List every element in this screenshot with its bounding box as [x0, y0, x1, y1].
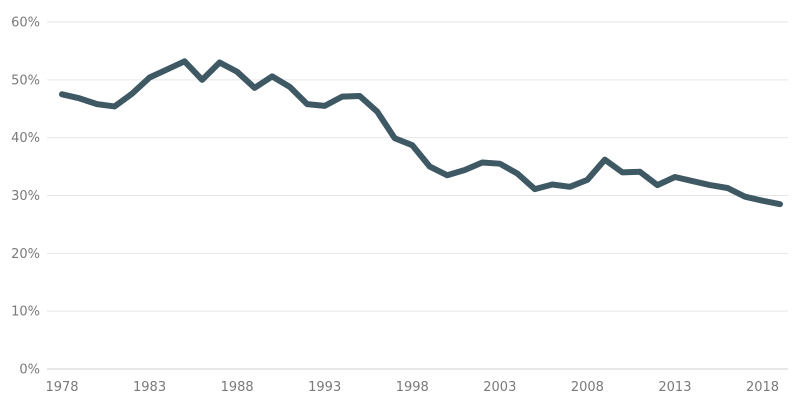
data-point	[777, 201, 783, 207]
data-point	[689, 178, 695, 184]
data-point	[619, 169, 625, 175]
data-point	[147, 75, 153, 81]
data-point	[357, 93, 363, 99]
y-tick-label: 50%	[11, 73, 40, 88]
data-point	[742, 194, 748, 200]
data-point	[252, 85, 258, 91]
x-tick-label: 1978	[45, 380, 78, 395]
y-tick-label: 10%	[11, 305, 40, 320]
data-point	[304, 101, 310, 107]
data-point	[112, 103, 118, 109]
data-point	[602, 157, 608, 163]
data-point	[59, 91, 65, 97]
x-tick-label: 1983	[133, 380, 166, 395]
data-point	[759, 198, 765, 204]
y-tick-label: 60%	[11, 16, 40, 31]
data-point	[77, 95, 83, 101]
y-tick-label: 30%	[11, 189, 40, 204]
data-point	[182, 58, 188, 64]
data-point	[724, 185, 730, 191]
data-point	[672, 174, 678, 180]
data-point	[637, 169, 643, 175]
x-tick-label: 1993	[308, 380, 341, 395]
data-point	[654, 182, 660, 188]
data-point	[129, 91, 135, 97]
data-point	[514, 171, 520, 177]
data-point	[427, 164, 433, 170]
data-point	[217, 59, 223, 65]
x-axis-tick-labels: 1978 1983 1988 1993 1998 2003 2008 2013 2018	[45, 380, 779, 395]
data-point	[479, 160, 485, 166]
data-point	[707, 182, 713, 188]
data-point	[287, 84, 293, 90]
y-axis-tick-labels: 0% 10% 20% 30% 40% 50% 60%	[11, 16, 40, 378]
data-point	[374, 109, 380, 115]
grid-lines	[47, 21, 788, 370]
data-point	[94, 101, 100, 107]
x-tick-label: 2013	[658, 380, 691, 395]
x-tick-label: 1998	[396, 380, 429, 395]
x-tick-label: 2003	[483, 380, 516, 395]
data-point	[549, 182, 555, 188]
data-point	[392, 135, 398, 141]
x-tick-label: 2008	[571, 380, 604, 395]
series-line-0	[59, 58, 783, 208]
data-point	[532, 186, 538, 192]
data-point	[322, 103, 328, 109]
x-tick-label: 1988	[221, 380, 254, 395]
data-point	[164, 66, 170, 72]
y-tick-label: 20%	[11, 247, 40, 262]
data-point	[497, 161, 503, 167]
data-point	[444, 172, 450, 178]
data-point	[269, 73, 275, 79]
x-tick-label: 2018	[746, 380, 779, 395]
data-point	[409, 142, 415, 148]
data-point	[462, 167, 468, 173]
data-point	[199, 77, 205, 83]
data-point	[567, 184, 573, 190]
y-tick-label: 40%	[11, 131, 40, 146]
data-point	[234, 69, 240, 75]
data-point	[584, 177, 590, 183]
data-point	[339, 94, 345, 100]
y-tick-label: 0%	[19, 363, 40, 378]
series-group	[59, 58, 783, 208]
